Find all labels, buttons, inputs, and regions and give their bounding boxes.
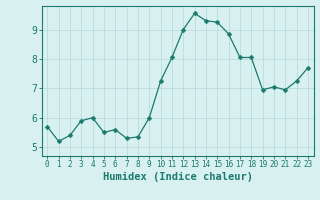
X-axis label: Humidex (Indice chaleur): Humidex (Indice chaleur) bbox=[103, 172, 252, 182]
